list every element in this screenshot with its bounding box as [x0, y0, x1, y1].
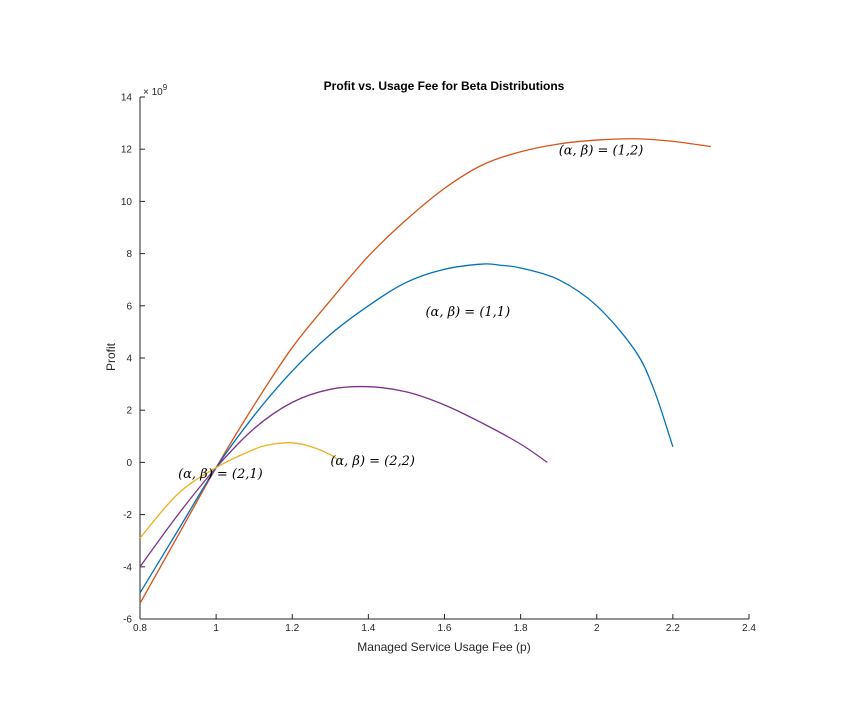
y-tick-label: -2 — [123, 510, 132, 521]
axes — [139, 97, 749, 620]
y-multiplier-base: × 10 — [143, 87, 163, 98]
y-tick-label: 14 — [121, 93, 133, 104]
annotation-label: (α, β) = (2,1) — [178, 467, 263, 482]
y-multiplier-exp: 9 — [163, 83, 168, 92]
series-line-1 — [139, 138, 712, 604]
annotation-label: (α, β) = (1,2) — [559, 143, 644, 158]
x-tick-label: 2 — [594, 623, 600, 634]
y-ticks: -6 -4 -2 0 2 4 6 8 10 12 14 — [121, 93, 145, 626]
y-axis-label: Profit — [104, 342, 118, 371]
x-tick-label: 0.8 — [133, 623, 147, 634]
y-tick-label: -6 — [123, 615, 132, 626]
y-tick-label: 2 — [126, 406, 132, 417]
x-tick-label: 1.6 — [438, 623, 452, 634]
x-ticks: 0.8 1 1.2 1.4 1.6 1.8 2 2.2 2.4 — [133, 614, 756, 634]
chart-title: Profit vs. Usage Fee for Beta Distributi… — [324, 79, 565, 93]
y-tick-label: 0 — [126, 458, 132, 469]
y-tick-label: -4 — [123, 562, 132, 573]
y-tick-label: 6 — [126, 301, 132, 312]
series-layer — [139, 138, 712, 604]
y-multiplier: × 109 — [143, 83, 168, 98]
x-tick-label: 1.2 — [285, 623, 299, 634]
annotation-label: (α, β) = (2,2) — [330, 454, 415, 469]
y-tick-label: 4 — [126, 354, 132, 365]
series-line-4 — [139, 442, 339, 539]
x-tick-label: 1.8 — [514, 623, 528, 634]
annotations: (α, β) = (1,2) (α, β) = (1,1) (α, β) = (2,… — [178, 143, 643, 482]
y-tick-label: 8 — [126, 249, 132, 260]
y-tick-label: 12 — [121, 145, 133, 156]
x-tick-label: 2.2 — [666, 623, 680, 634]
x-axis-label: Managed Service Usage Fee (p) — [357, 640, 530, 654]
series-line-3 — [139, 385, 548, 568]
x-tick-label: 1 — [213, 623, 219, 634]
series-line-2 — [139, 263, 674, 594]
x-tick-label: 1.4 — [361, 623, 375, 634]
y-tick-label: 10 — [121, 197, 133, 208]
annotation-label: (α, β) = (1,1) — [425, 305, 510, 320]
x-tick-label: 2.4 — [742, 623, 756, 634]
